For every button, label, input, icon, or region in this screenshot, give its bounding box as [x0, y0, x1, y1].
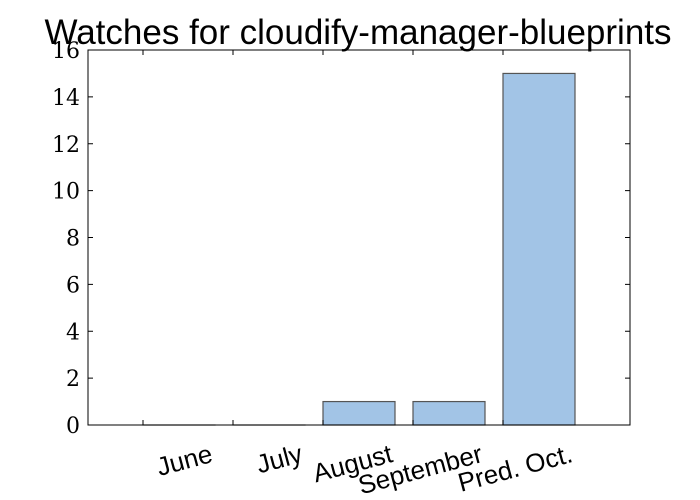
x-tick-label: July — [253, 438, 305, 479]
bar-pred-oct — [502, 72, 576, 426]
y-tick-label: 10 — [52, 180, 80, 205]
y-tick-label: 6 — [66, 273, 80, 298]
bar-september — [412, 400, 486, 426]
y-tick-label: 4 — [66, 320, 80, 345]
y-tick-label: 8 — [66, 227, 80, 252]
bars-group — [142, 72, 576, 426]
bar-august — [322, 400, 396, 426]
x-tick-label: June — [153, 438, 215, 482]
y-tick-label: 14 — [52, 86, 80, 111]
y-axis-ticks: 0 2 4 6 8 10 12 14 16 — [52, 39, 630, 439]
y-tick-label: 16 — [52, 39, 80, 64]
y-tick-label: 0 — [66, 414, 80, 439]
chart-title: Watches for cloudify-manager-blueprints — [44, 13, 671, 52]
y-tick-label: 2 — [66, 367, 80, 392]
y-tick-label: 12 — [52, 133, 80, 158]
